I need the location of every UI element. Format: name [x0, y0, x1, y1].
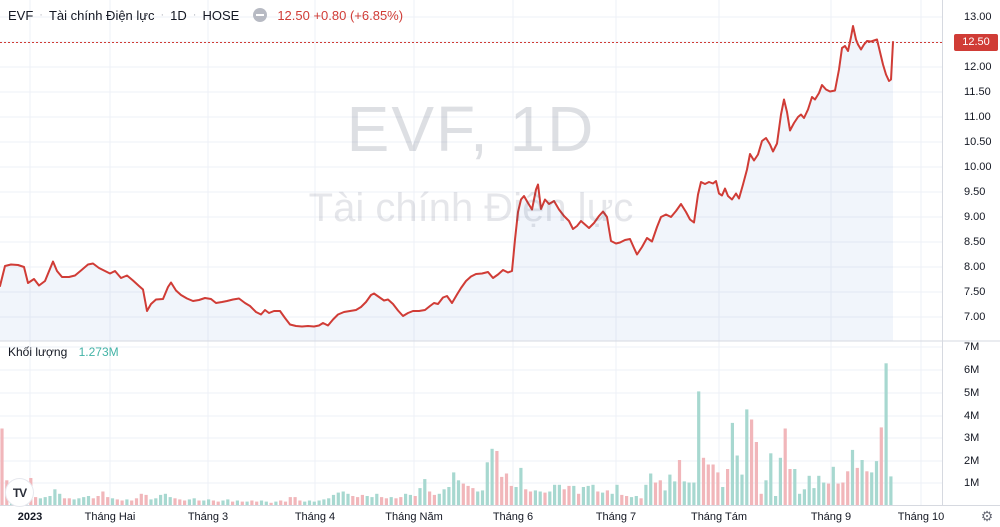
- volume-legend: Khối lượng 1.273M: [8, 345, 119, 359]
- time-tick-label: 2023: [17, 511, 43, 523]
- time-tick-label: Tháng 7: [595, 511, 637, 523]
- volume-legend-label: Khối lượng: [8, 345, 68, 359]
- axis-tick-label: 1M: [964, 477, 980, 489]
- exchange-label: HOSE: [202, 7, 240, 23]
- time-tick-label: Tháng Năm: [385, 511, 443, 523]
- time-tick-label: Tháng 10: [897, 511, 945, 523]
- collapse-legend-icon[interactable]: [253, 8, 268, 22]
- time-tick-label: Tháng 4: [294, 511, 336, 523]
- axis-tick-label: 11.50: [964, 86, 991, 98]
- axis-tick-label: 7.00: [964, 311, 986, 323]
- interval-label[interactable]: 1D: [170, 7, 187, 23]
- last-quote-text: 12.50 +0.80 (+6.85%): [277, 7, 404, 23]
- time-tick-label: Tháng 3: [187, 511, 229, 523]
- axis-tick-label: 4M: [964, 410, 980, 422]
- axis-tick-label: 7.50: [964, 286, 986, 298]
- axis-tick-label: 5M: [964, 387, 980, 399]
- time-tick-label: Tháng 9: [810, 511, 852, 523]
- axis-tick-label: 9.00: [964, 211, 986, 223]
- volume-legend-value: 1.273M: [78, 345, 119, 359]
- axis-tick-label: 6M: [964, 364, 980, 376]
- tradingview-logo[interactable]: TV: [6, 479, 33, 506]
- axis-tick-label: 3M: [964, 432, 980, 444]
- axis-tick-label: 9.50: [964, 186, 986, 198]
- axis-tick-label: 7M: [964, 341, 980, 353]
- axis-tick-label: 8.50: [964, 236, 986, 248]
- legend-separator: ·: [39, 9, 43, 21]
- gear-icon[interactable]: ⚙: [980, 508, 994, 524]
- time-scale[interactable]: 2023 Tháng Hai Tháng 3 Tháng 4 Tháng Năm Thán…: [0, 505, 1000, 527]
- axis-tick-label: 10.50: [964, 136, 992, 148]
- time-tick-label: Tháng 6: [492, 511, 534, 523]
- time-tick-label: Tháng Hai: [84, 511, 136, 523]
- company-name: Tài chính Điện lực: [48, 7, 155, 23]
- axis-tick-label: 10.00: [964, 161, 992, 173]
- time-tick-label: Tháng Tám: [690, 511, 748, 523]
- axis-tick-label: 11.00: [964, 111, 991, 123]
- legend-separator: ·: [160, 9, 165, 21]
- axis-tick-label: 8.00: [964, 261, 986, 273]
- symbol-name[interactable]: EVF: [8, 7, 34, 23]
- legend-separator: ·: [192, 9, 197, 21]
- axis-tick-label: 12.00: [964, 61, 992, 73]
- last-price-label: 12.50: [954, 34, 998, 51]
- price-scale[interactable]: 13.00 12.00 11.50 11.00 10.50 10.00 9.50 9.00 8.…: [942, 0, 1000, 505]
- axis-tick-label: 2M: [964, 455, 980, 467]
- symbol-legend: EVF · Tài chính Điện lực · 1D · HOSE 12.…: [8, 6, 403, 24]
- axis-tick-label: 13.00: [964, 11, 992, 23]
